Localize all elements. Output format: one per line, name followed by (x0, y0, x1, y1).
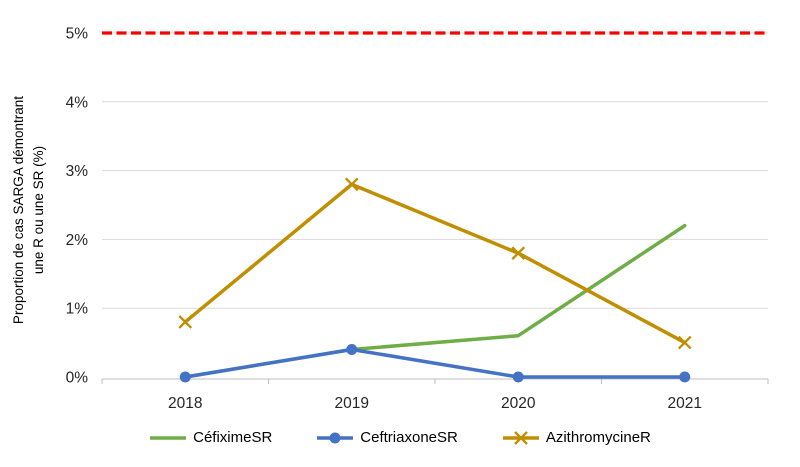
marker-ceftriaxone-sr (512, 371, 524, 383)
y-axis-title-line1: Proportion de cas SARGA démontrant (11, 95, 26, 325)
blue-line-circle-swatch-icon (317, 432, 354, 443)
y-tick-label-2pct: 2% (66, 232, 89, 249)
legend-label-azithromycine: AzithromycineR (545, 429, 651, 446)
marker-azithromycine-r (344, 177, 359, 192)
y-axis-title-line2: une R ou une SR (%) (30, 145, 46, 275)
legend: CéfiximeSR CeftriaxoneSR AzithromycineR (0, 429, 800, 446)
x-tick-label-2019: 2019 (335, 395, 369, 412)
gold-line-x-swatch-icon (502, 430, 539, 445)
x-tick-label-2018: 2018 (168, 395, 202, 412)
legend-label-ceftriaxone: CeftriaxoneSR (360, 429, 458, 446)
marker-azithromycine-r (178, 315, 193, 329)
legend-item-azithromycine: AzithromycineR (502, 429, 651, 446)
marker-azithromycine-r (511, 246, 526, 260)
y-axis-title: Proportion de cas SARGA démontrant une R… (9, 30, 51, 390)
x-tick-label-2020: 2020 (501, 395, 536, 412)
marker-ceftriaxone-sr (679, 371, 691, 383)
marker-ceftriaxone-sr (179, 371, 191, 383)
legend-item-cefixime: CéfiximeSR (149, 429, 272, 446)
legend-label-cefixime: CéfiximeSR (193, 429, 273, 446)
y-tick-label-0pct: 0% (66, 370, 89, 387)
legend-item-ceftriaxone: CeftriaxoneSR (316, 429, 458, 446)
marker-ceftriaxone-sr (346, 343, 358, 355)
y-tick-label-1pct: 1% (66, 301, 89, 318)
marker-azithromycine-r (677, 335, 692, 350)
y-tick-label-3pct: 3% (66, 163, 89, 180)
y-tick-label-4pct: 4% (66, 94, 89, 111)
series-line-azithromycine-r (183, 182, 687, 345)
x-tick-label-2021: 2021 (668, 395, 702, 412)
green-line-swatch-icon (150, 435, 187, 440)
series-line-ceftriaxone-sr (183, 347, 687, 379)
y-tick-label-5pct: 5% (66, 26, 89, 43)
